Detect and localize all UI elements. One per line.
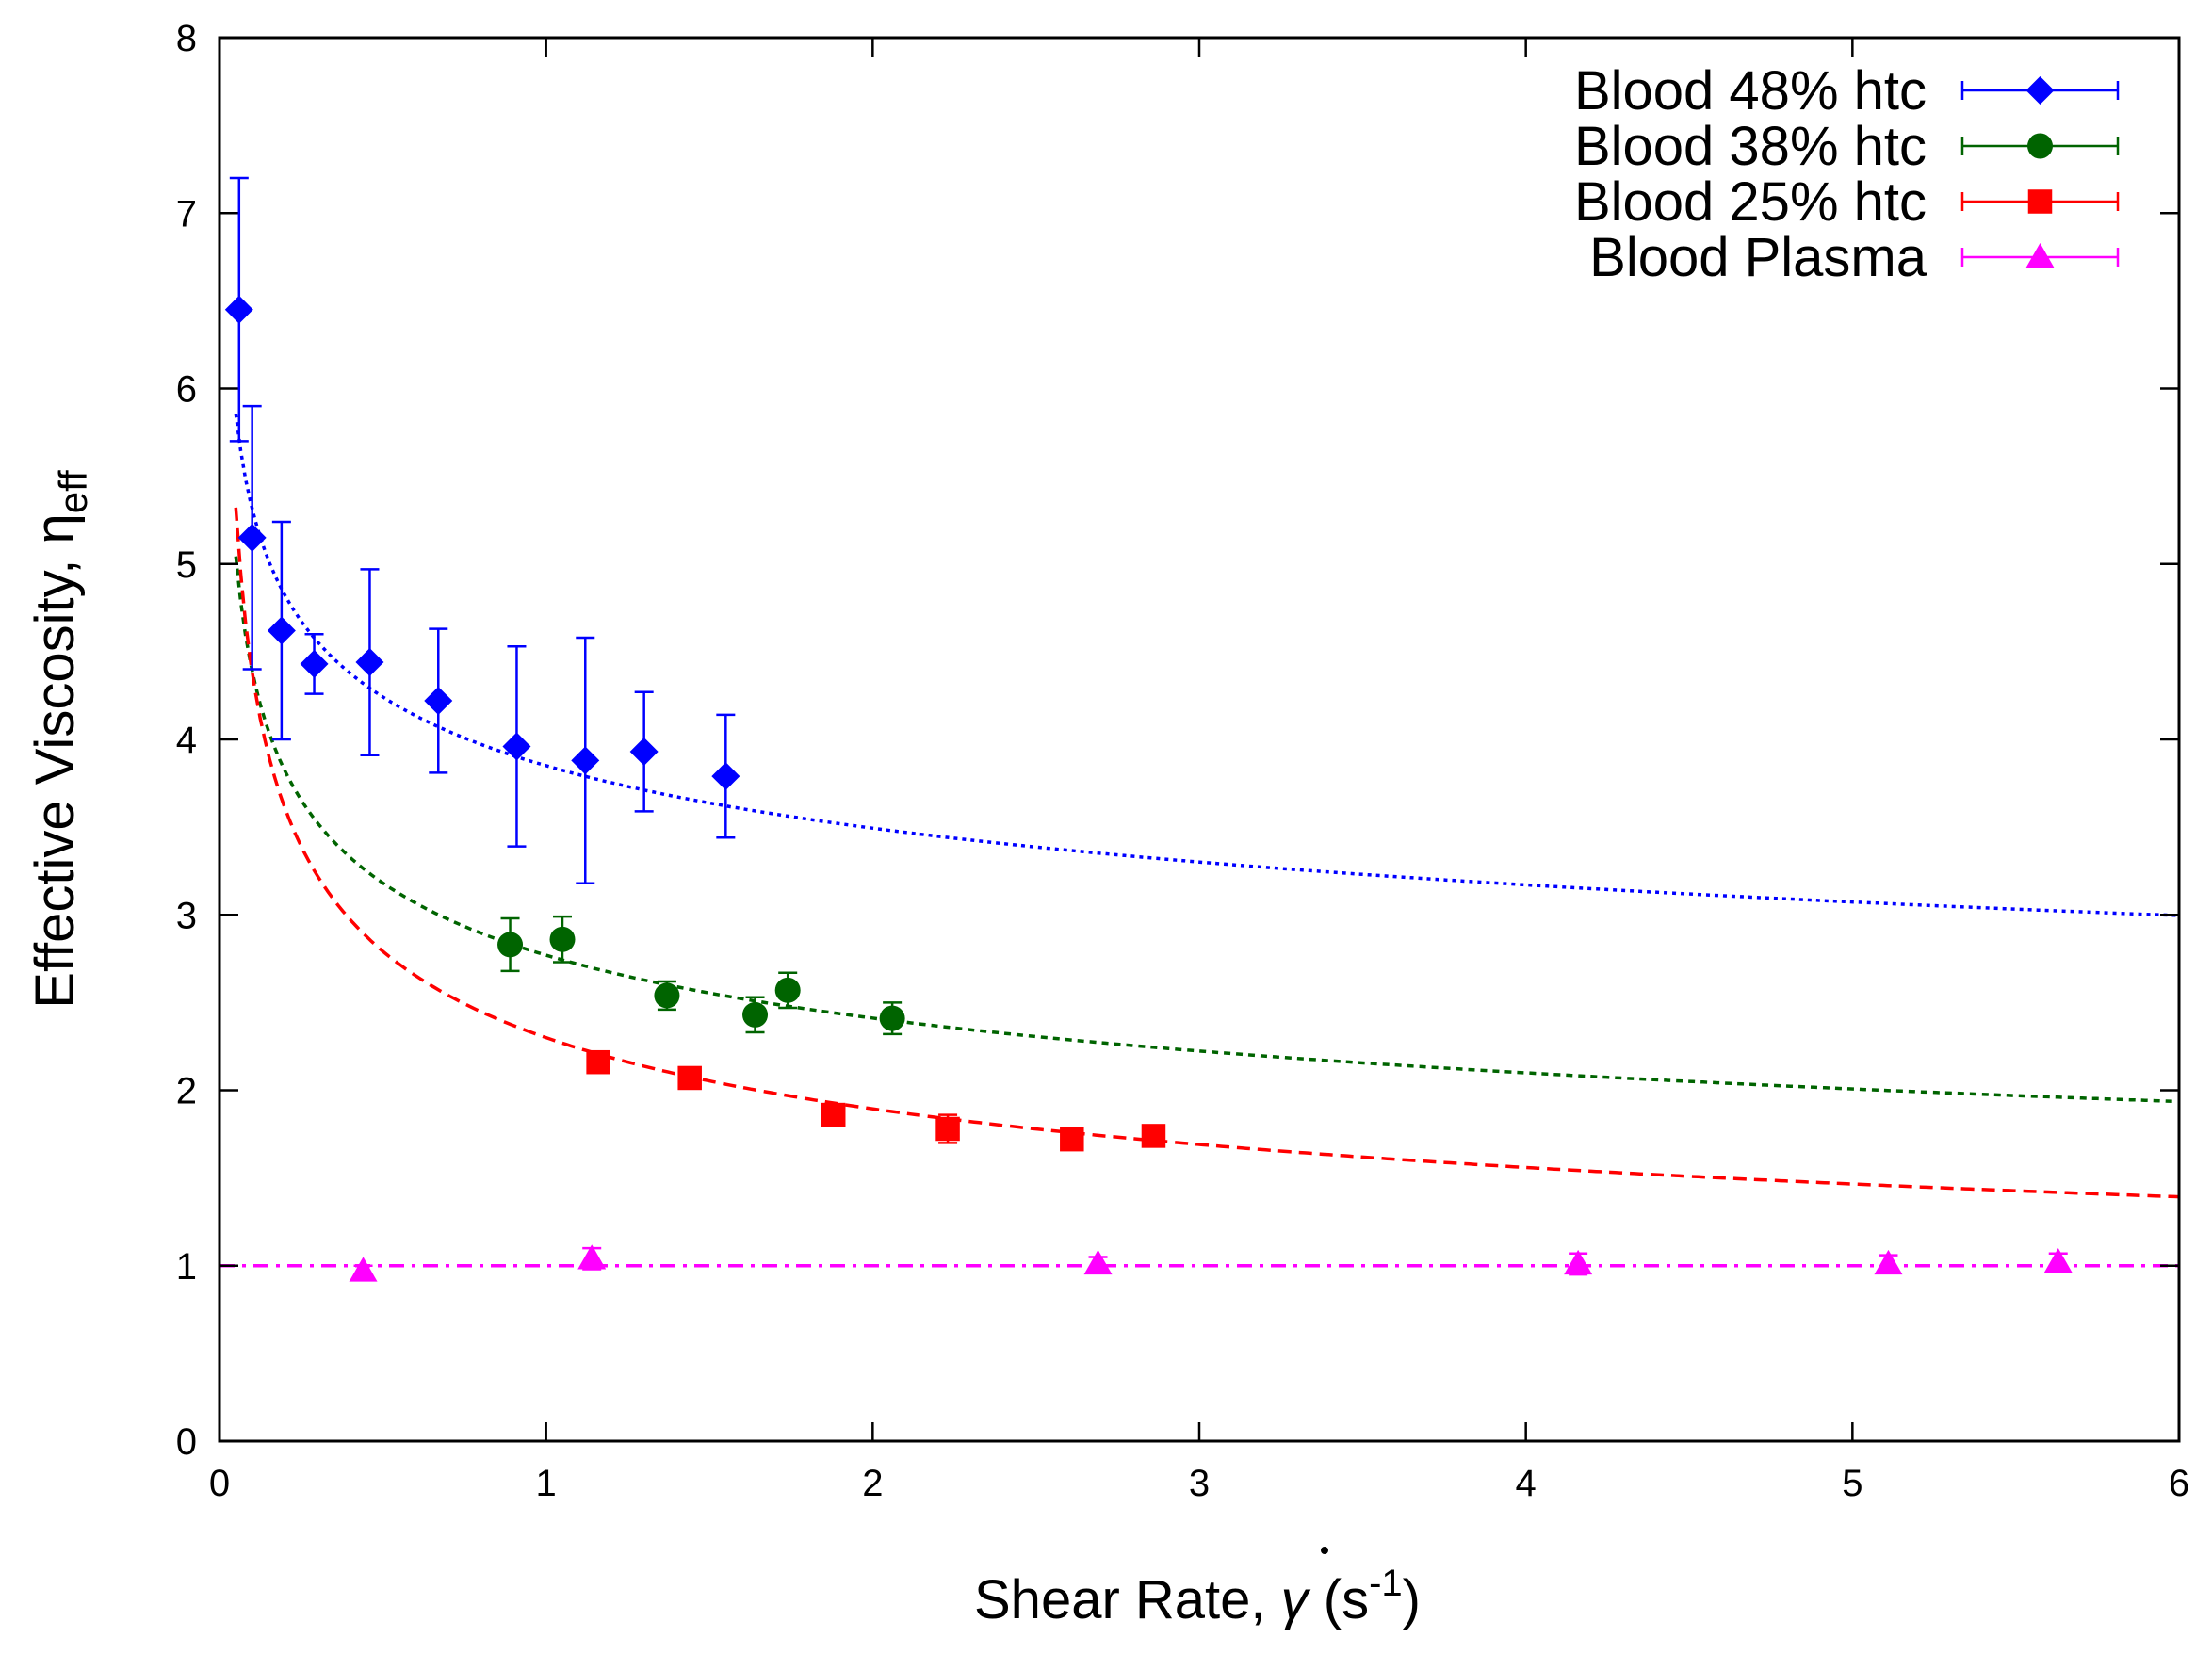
legend-label: Blood Plasma bbox=[1589, 227, 1927, 288]
data-point bbox=[300, 649, 329, 678]
x-axis-unit-close: ) bbox=[1403, 1569, 1421, 1630]
legend-marker bbox=[2025, 76, 2055, 105]
y-axis-symbol: η bbox=[24, 513, 86, 543]
data-point bbox=[1060, 1127, 1084, 1152]
x-axis-unit-open: (s bbox=[1309, 1569, 1369, 1630]
series-marks bbox=[224, 176, 2073, 1282]
x-tick-label: 6 bbox=[2169, 1463, 2189, 1504]
data-point bbox=[879, 1005, 905, 1031]
data-point bbox=[502, 732, 531, 761]
y-tick-label: 4 bbox=[176, 720, 197, 761]
x-tick-label: 5 bbox=[1842, 1463, 1862, 1504]
data-point bbox=[586, 1049, 610, 1075]
legend-label: Blood 48% htc bbox=[1574, 60, 1927, 122]
x-axis-unit-exponent: -1 bbox=[1369, 1563, 1403, 1604]
x-tick-label: 3 bbox=[1189, 1463, 1210, 1504]
series-2 bbox=[497, 915, 905, 1036]
data-point bbox=[267, 616, 296, 645]
data-point bbox=[224, 295, 253, 324]
x-tick-label: 0 bbox=[209, 1463, 230, 1504]
series-3 bbox=[586, 1049, 1166, 1152]
y-tick-label: 3 bbox=[176, 895, 197, 936]
x-axis-symbol: γ bbox=[1281, 1569, 1311, 1630]
data-point bbox=[237, 523, 267, 552]
legend-label: Blood 25% htc bbox=[1574, 171, 1927, 233]
x-axis-title: Shear Rate, γ (s-1) bbox=[974, 1563, 1421, 1630]
data-point bbox=[1141, 1124, 1166, 1148]
data-point bbox=[654, 982, 680, 1009]
data-point bbox=[1564, 1249, 1593, 1275]
data-point bbox=[571, 746, 600, 775]
x-tick-label: 2 bbox=[862, 1463, 883, 1504]
data-point bbox=[821, 1102, 846, 1127]
data-point bbox=[677, 1065, 702, 1091]
legend-label: Blood 38% htc bbox=[1574, 116, 1927, 177]
y-tick-label: 6 bbox=[176, 369, 197, 411]
y-tick-label: 1 bbox=[176, 1246, 197, 1288]
fit-curve-1 bbox=[234, 414, 2180, 917]
data-point bbox=[2043, 1248, 2073, 1273]
data-point bbox=[711, 762, 740, 791]
fit-curves bbox=[220, 414, 2180, 1268]
fit-curve-2 bbox=[234, 556, 2180, 1104]
legend-marker bbox=[2027, 189, 2053, 214]
y-tick-label: 8 bbox=[176, 18, 197, 59]
data-point bbox=[742, 1001, 769, 1028]
data-point bbox=[935, 1116, 960, 1142]
series-1 bbox=[224, 176, 740, 884]
data-point bbox=[774, 977, 801, 1003]
y-tick-label: 5 bbox=[176, 544, 197, 586]
x-axis-symbol-dot bbox=[1321, 1547, 1328, 1554]
y-axis-title-prefix: Effective Viscosity, bbox=[24, 544, 86, 1009]
x-tick-label: 4 bbox=[1516, 1463, 1537, 1504]
data-point bbox=[549, 926, 576, 952]
data-point bbox=[629, 738, 659, 767]
y-axis-title: Effective Viscosity, ηeff bbox=[24, 470, 95, 1009]
data-point bbox=[355, 648, 384, 677]
data-point bbox=[497, 932, 524, 958]
data-point bbox=[577, 1244, 607, 1270]
y-axis-subscript: eff bbox=[51, 470, 95, 513]
data-point bbox=[1083, 1249, 1113, 1275]
y-tick-label: 0 bbox=[176, 1421, 197, 1463]
legend-marker bbox=[2027, 133, 2053, 159]
series-4 bbox=[349, 1244, 2073, 1282]
y-tick-label: 7 bbox=[176, 193, 197, 235]
y-tick-label: 2 bbox=[176, 1071, 197, 1112]
data-point bbox=[424, 687, 453, 716]
legend-marker bbox=[2025, 243, 2055, 268]
data-point bbox=[1874, 1249, 1903, 1275]
x-axis-title-prefix: Shear Rate, bbox=[974, 1569, 1281, 1630]
data-point bbox=[349, 1257, 378, 1282]
x-tick-label: 1 bbox=[536, 1463, 557, 1504]
axis-ticks: 0 1 2 3 4 5 6 0 1 2 3 4 5 6 7 8 bbox=[176, 18, 2189, 1504]
fit-curve-3 bbox=[234, 507, 2180, 1199]
